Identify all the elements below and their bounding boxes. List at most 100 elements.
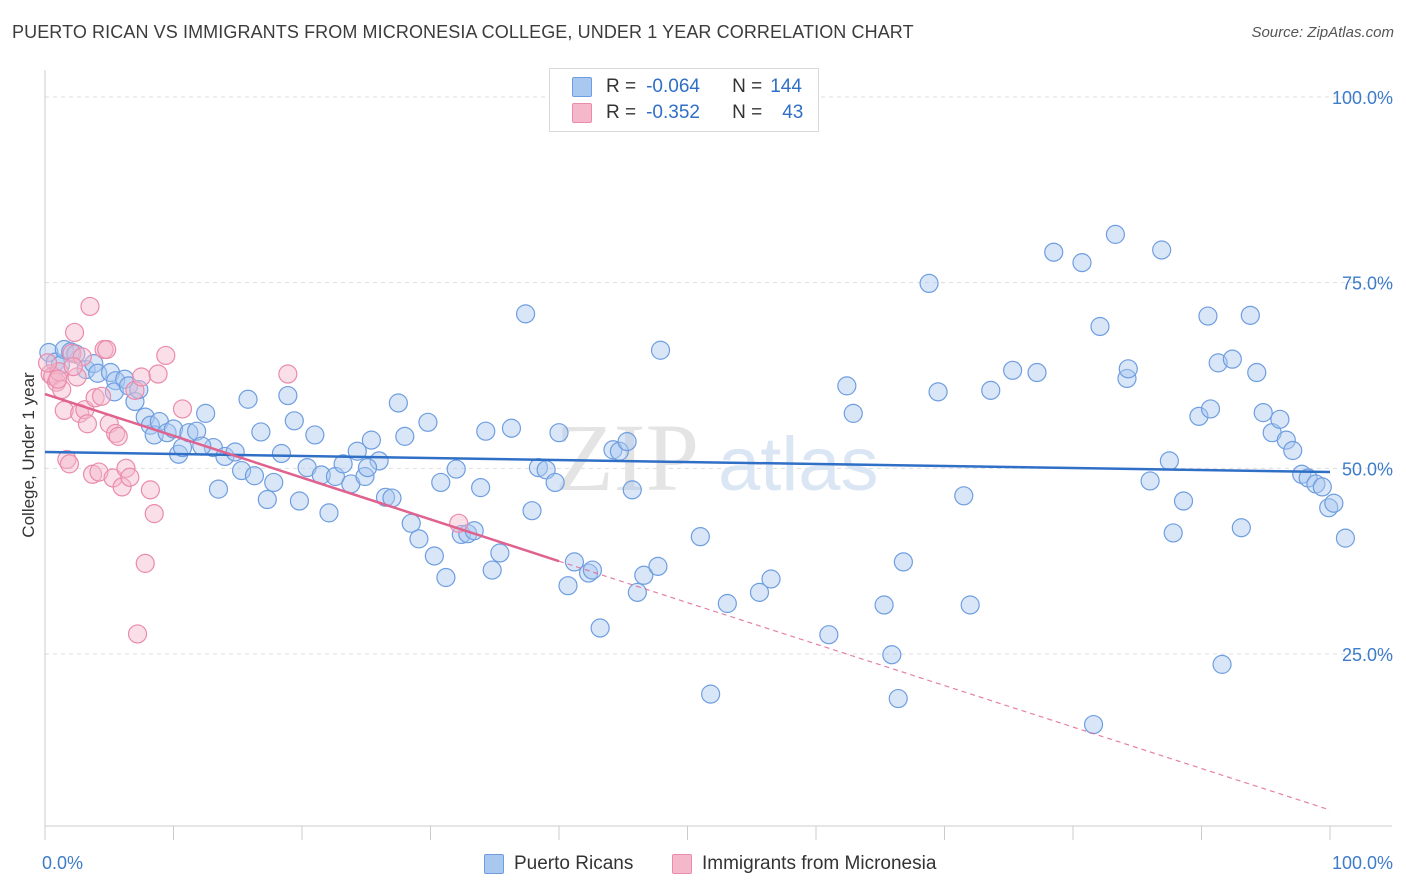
micronesia-trend-extension (558, 560, 1331, 811)
micronesia-point (148, 364, 168, 384)
bottom-legend-puerto-ricans: Puerto Ricans (484, 852, 633, 876)
puerto-rican-point (515, 304, 536, 324)
micronesia-trend-line (44, 392, 560, 563)
correlation-legend: R = -0.064 N = 144 R = -0.352 N = 43 (549, 68, 819, 132)
puerto-rican-point (1140, 471, 1160, 491)
micronesia-point (67, 367, 87, 387)
puerto-rican-point (1198, 306, 1218, 326)
puerto-rican-point (564, 552, 585, 572)
bottom-legend-label: Immigrants from Micronesia (702, 853, 937, 874)
puerto-rican-point (418, 412, 438, 432)
puerto-rican-point (837, 376, 857, 396)
y-tick-label: 100.0% (1332, 88, 1393, 108)
puerto-rican-point (1222, 349, 1242, 369)
legend-r-value: -0.064 (646, 76, 700, 97)
puerto-rican-point (409, 529, 429, 549)
puerto-rican-point (1173, 491, 1194, 511)
puerto-rican-point (749, 582, 770, 602)
puerto-rican-point (187, 421, 207, 441)
puerto-rican-point (582, 560, 603, 580)
puerto-rican-point (650, 340, 671, 360)
x-tick-label-max: 100.0% (1332, 853, 1393, 873)
micronesia-point (85, 388, 105, 408)
puerto-rican-point (395, 426, 415, 446)
puerto-rican-point (893, 552, 913, 572)
puerto-rican-point (278, 385, 298, 406)
puerto-rican-point (627, 582, 647, 602)
x-tick-label-min: 0.0% (42, 853, 83, 873)
puerto-rican-point (843, 403, 863, 423)
puerto-rican-point (39, 342, 59, 363)
micronesia-point (278, 364, 298, 384)
legend-r-label: R = (606, 102, 637, 123)
puerto-rican-point (333, 454, 353, 474)
puerto-rican-point (238, 389, 258, 409)
puerto-rican-point (545, 472, 565, 493)
puerto-rican-point (1208, 353, 1228, 373)
legend-n-value: 144 (770, 76, 802, 97)
watermark-zip: ZIP (555, 404, 699, 511)
puerto-rican-point (888, 688, 908, 709)
puerto-rican-point (284, 411, 304, 431)
micronesia-point (48, 369, 68, 389)
puerto-rican-point (882, 645, 902, 665)
puerto-rican-point (761, 569, 781, 589)
puerto-rican-point (717, 593, 737, 614)
puerto-rican-point (1335, 528, 1356, 548)
micronesia-point (135, 553, 155, 573)
puerto-rican-point (1003, 360, 1023, 380)
puerto-rican-point (1163, 523, 1183, 543)
puerto-rican-point (1044, 242, 1064, 262)
puerto-rican-point (375, 487, 396, 507)
puerto-rican-point (1027, 362, 1047, 383)
puerto-rican-point (436, 567, 456, 588)
puerto-rican-point (874, 595, 894, 615)
puerto-rican-point (104, 382, 124, 402)
puerto-rican-point (701, 684, 721, 704)
puerto-ricans-points (39, 224, 1356, 735)
puerto-rican-point (319, 503, 339, 523)
micronesia-point (77, 414, 98, 434)
y-tick-label: 50.0% (1342, 459, 1393, 479)
puerto-rican-point (960, 595, 980, 615)
puerto-rican-point (1105, 224, 1126, 244)
puerto-rican-point (1312, 477, 1332, 497)
puerto-rican-point (357, 457, 378, 478)
y-axis-label: College, Under 1 year (19, 372, 38, 538)
puerto-rican-point (1090, 316, 1110, 337)
puerto-rican-point (482, 560, 502, 580)
puerto-rican-point (590, 618, 610, 638)
puerto-rican-point (622, 480, 642, 500)
micronesia-point (80, 296, 100, 317)
micronesia-point (127, 624, 148, 644)
puerto-rican-point (271, 443, 292, 464)
micronesia-point (97, 339, 117, 360)
puerto-rican-point (558, 576, 578, 596)
puerto-rican-point (490, 543, 510, 563)
bottom-legend-swatch-pink (672, 854, 692, 874)
puerto-rican-point (648, 556, 668, 576)
puerto-rican-point (1283, 440, 1303, 461)
puerto-rican-point (431, 472, 451, 493)
bottom-legend-swatch-blue (484, 854, 504, 874)
source-label: Source: ZipAtlas.com (1251, 24, 1394, 41)
micronesia-point (108, 426, 128, 446)
puerto-rican-point (208, 479, 229, 499)
puerto-rican-point (424, 546, 444, 566)
micronesia-point (120, 467, 140, 487)
puerto-rican-point (603, 440, 623, 460)
puerto-rican-point (1159, 451, 1179, 471)
puerto-rican-point (919, 273, 939, 294)
micronesia-point (156, 345, 176, 366)
puerto-rican-point (928, 382, 948, 402)
trend-lines (44, 392, 1331, 811)
puerto-rican-point (196, 403, 216, 423)
puerto-rican-point (84, 354, 104, 374)
puerto-rican-point (388, 393, 408, 413)
legend-n-value: 43 (782, 102, 804, 123)
axes (44, 70, 1392, 840)
bottom-legend-label: Puerto Ricans (514, 853, 634, 874)
puerto-rican-point (1247, 362, 1267, 383)
puerto-rican-point (549, 423, 569, 443)
